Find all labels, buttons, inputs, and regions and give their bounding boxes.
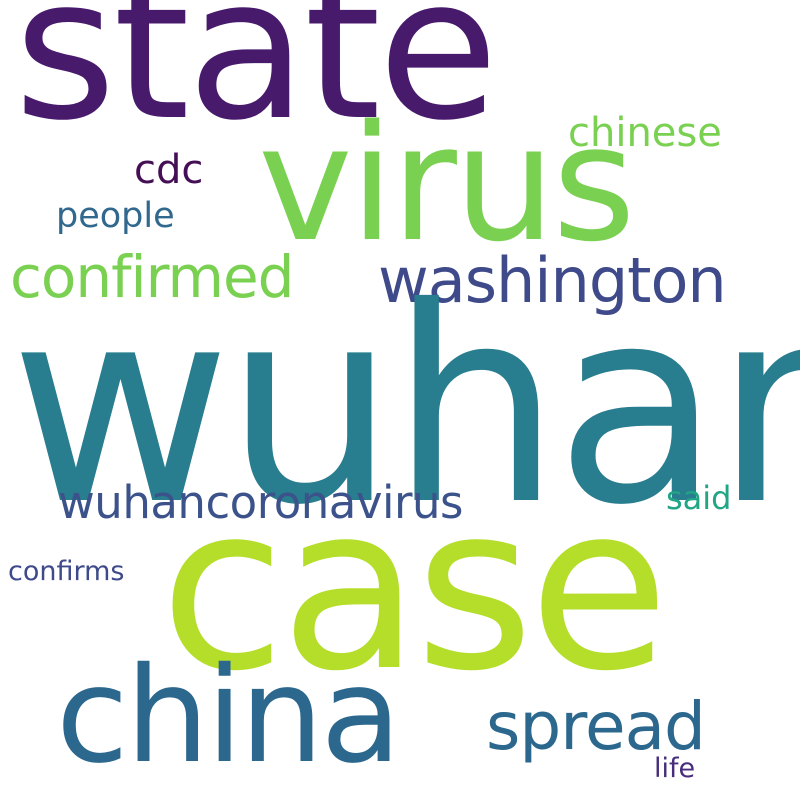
word-life: life bbox=[654, 753, 696, 784]
word-confirms: confirms bbox=[8, 556, 125, 587]
word-cdc: cdc bbox=[134, 147, 204, 193]
word-state: state bbox=[14, 0, 499, 164]
word-chinese: chinese bbox=[568, 110, 722, 156]
word-washington: washington bbox=[378, 244, 727, 317]
word-china: china bbox=[56, 639, 401, 793]
word-spread: spread bbox=[486, 688, 706, 765]
word-wuhan: wuhan bbox=[10, 249, 800, 564]
word-confirmed: confirmed bbox=[10, 243, 294, 311]
word-said: said bbox=[666, 479, 732, 517]
word-people: people bbox=[56, 196, 175, 236]
word-virus: virus bbox=[258, 90, 636, 277]
word-case: case bbox=[160, 455, 669, 721]
word-wuhancoronavirus: wuhancoronavirus bbox=[58, 476, 463, 529]
